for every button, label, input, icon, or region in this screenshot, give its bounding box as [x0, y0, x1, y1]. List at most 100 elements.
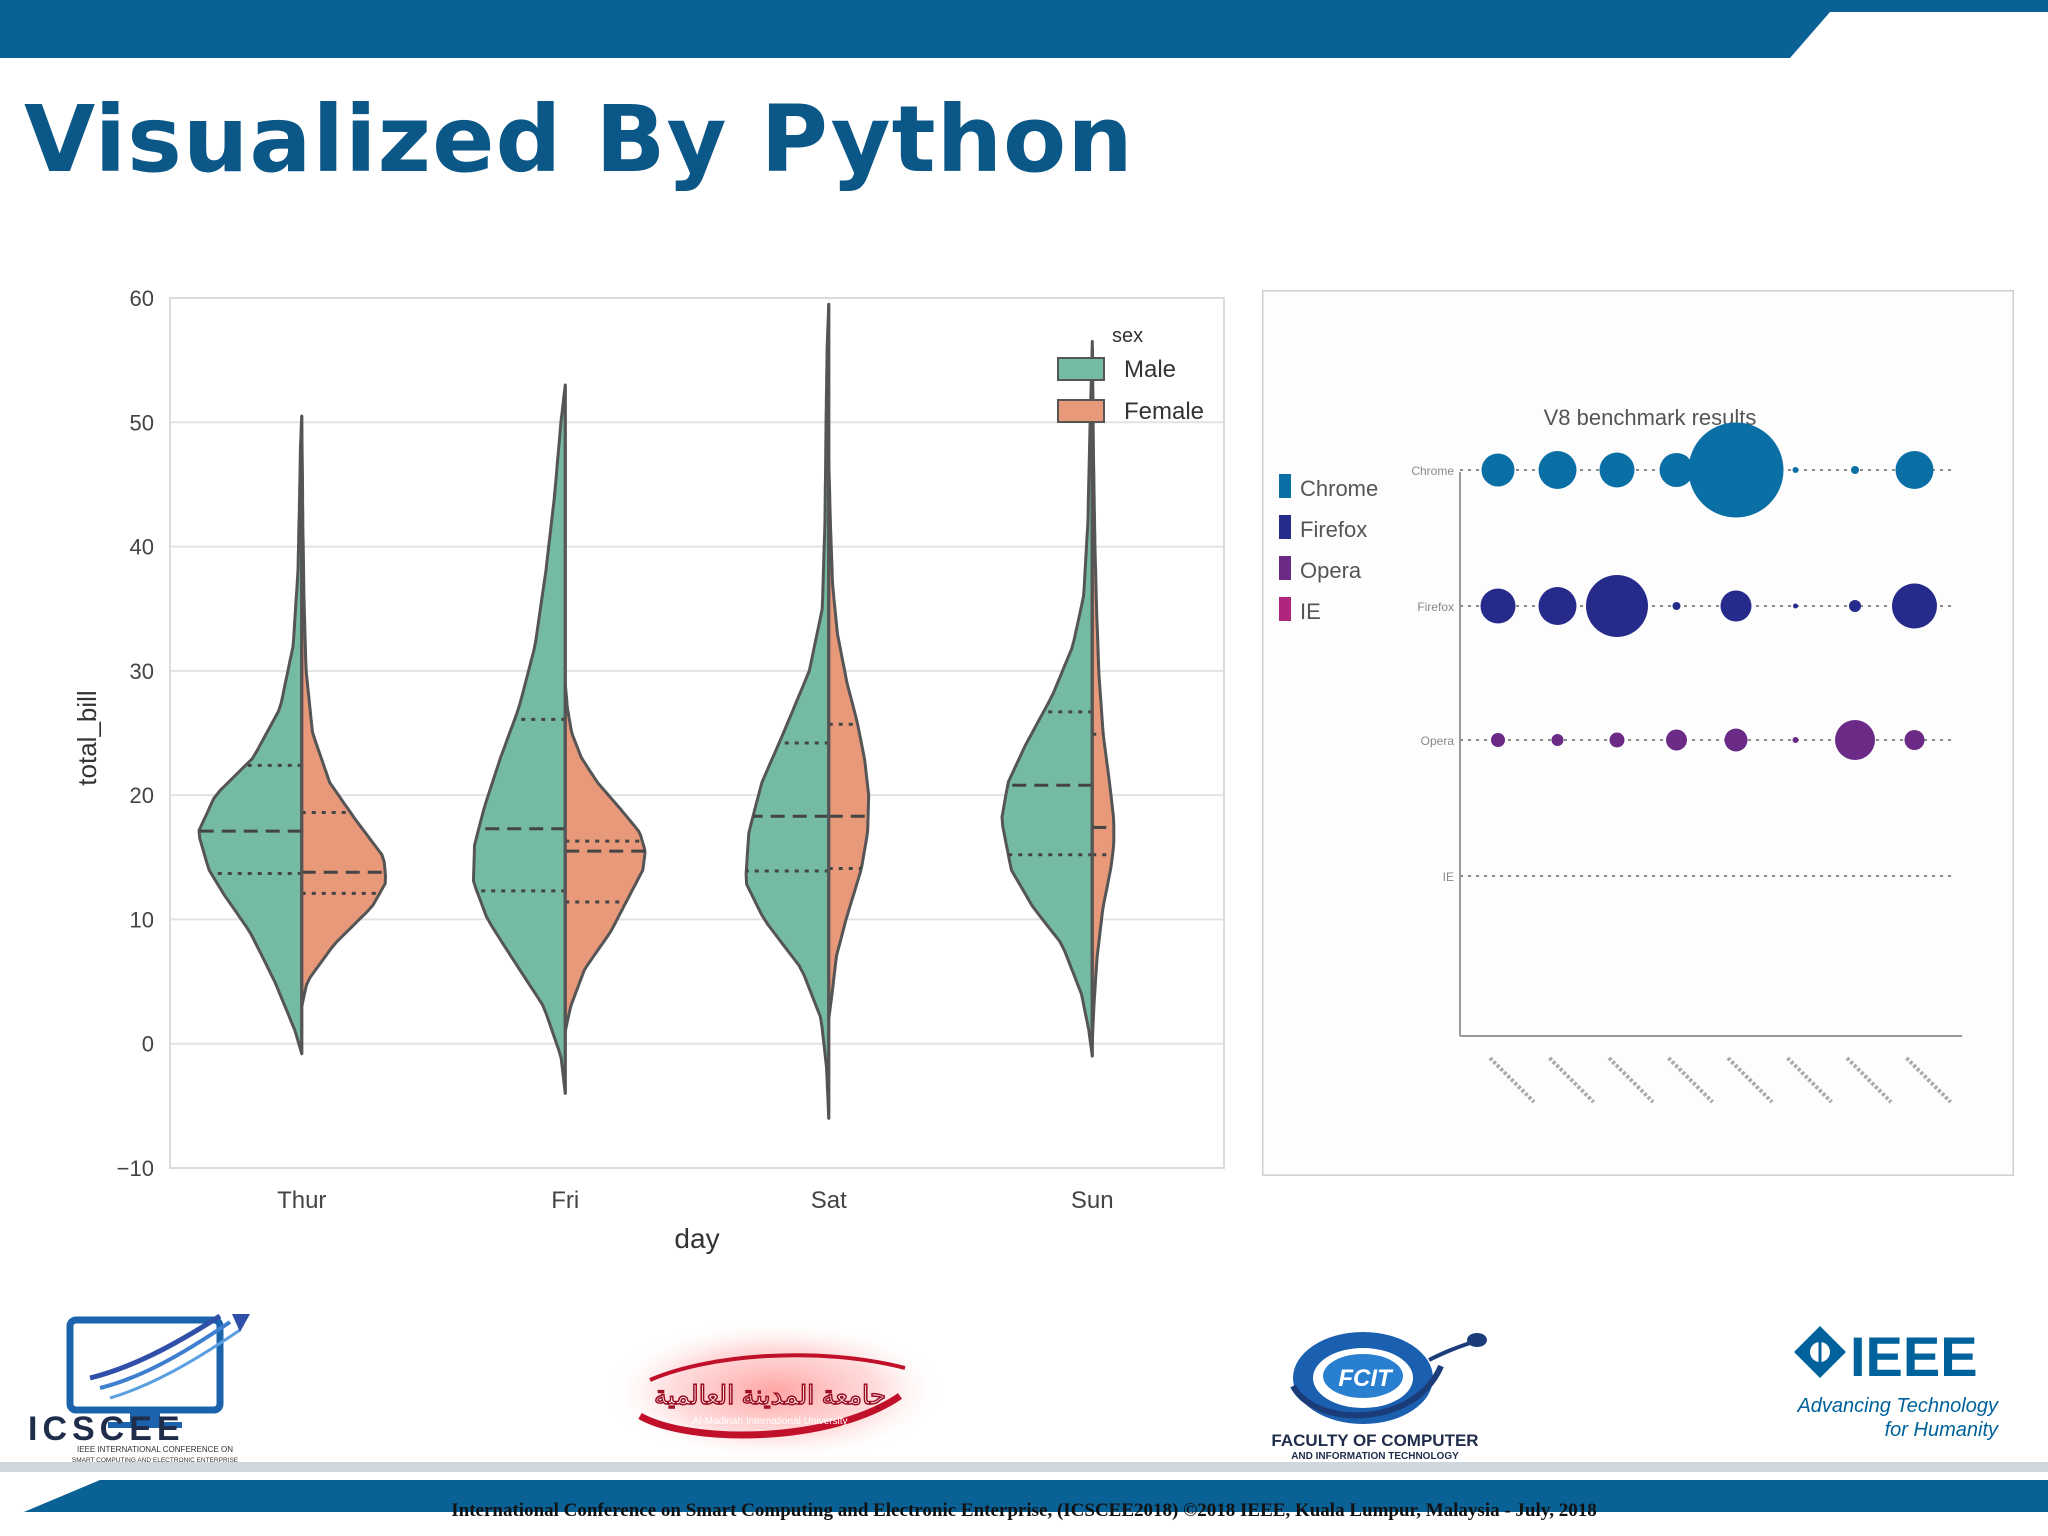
bubble-x-tick-mark	[1845, 1056, 1893, 1104]
bubble-x-tick-mark	[1905, 1056, 1952, 1104]
icscee-logo-subtitle-1: IEEE INTERNATIONAL CONFERENCE ON	[77, 1445, 233, 1454]
bubble-point	[1481, 453, 1515, 487]
fcit-line-1: FACULTY OF COMPUTER	[1271, 1431, 1478, 1450]
footer-banner	[0, 1462, 2048, 1536]
mouse-icon	[1467, 1333, 1487, 1347]
bubble-x-tick-mark	[1607, 1056, 1655, 1104]
violin-shapes	[197, 302, 1116, 1120]
violin-x-tick-label: Thur	[277, 1187, 326, 1214]
bubble-point	[1586, 575, 1648, 637]
violin-chart: 60 50 40 30 20 10 0 −10 Thur Fri Sat Sun total_bil…	[72, 286, 1225, 1254]
violin-half-female-sat	[827, 458, 871, 1021]
fcit-mark: FCIT	[1338, 1365, 1394, 1392]
bubble-point	[1672, 602, 1681, 610]
bubble-legend-swatch	[1279, 597, 1291, 621]
bubble-legend: Chrome Firefox Opera IE	[1279, 474, 1378, 624]
legend-label-male: Male	[1124, 356, 1176, 383]
violin-y-axis-label: total_bill	[72, 690, 102, 785]
bubble-point	[1609, 732, 1625, 748]
bubble-point	[1793, 603, 1798, 609]
bubble-x-tick-mark	[1726, 1056, 1774, 1104]
bubble-point	[1835, 720, 1875, 760]
bubble-point	[1724, 728, 1748, 752]
violin-y-tick-label: 10	[130, 907, 154, 932]
bubble-point	[1792, 467, 1799, 473]
bubble-chart-frame	[1262, 290, 2014, 1176]
ieee-tagline-1: Advancing Technology	[1796, 1395, 1999, 1417]
bubble-point	[1904, 730, 1925, 750]
bubble-x-tick-mark	[1488, 1056, 1536, 1104]
violin-legend: sex Male Female	[1057, 325, 1204, 425]
violin-plot-frame	[169, 297, 1225, 1169]
violin-half-female-fri	[563, 681, 647, 1033]
legend-swatch-female	[1057, 399, 1105, 423]
top-banner	[0, 0, 2048, 58]
icscee-logo-text: ICSCEE	[28, 1410, 185, 1448]
ieee-logo: IEEE Advancing Technology for Humanity	[1794, 1325, 1999, 1441]
bubble-rows: Chrome Firefox Opera IE	[1411, 422, 1952, 884]
university-swoosh	[638, 1393, 902, 1439]
legend-label-female: Female	[1124, 398, 1204, 425]
monitor-icon	[66, 1316, 224, 1414]
violin-y-tick-label: 30	[130, 659, 154, 684]
slide-title: Visualized By Python	[24, 86, 1134, 193]
bubble-point	[1599, 452, 1635, 488]
bubble-legend-swatch	[1279, 556, 1291, 580]
bubble-point	[1491, 733, 1505, 747]
ieee-wordmark: IEEE	[1850, 1325, 1978, 1388]
bubble-row-label: IE	[1443, 870, 1454, 884]
bubble-row-label: Firefox	[1417, 600, 1454, 614]
bubble-legend-label: Chrome	[1300, 476, 1378, 501]
bubble-point	[1659, 453, 1694, 487]
violin-y-ticks: 60 50 40 30 20 10 0 −10	[117, 286, 154, 1181]
bubble-x-tick-mark	[1548, 1056, 1595, 1104]
bubble-row-label: Chrome	[1411, 464, 1454, 478]
violin-x-tick-label: Fri	[551, 1187, 579, 1214]
bubble-point	[1851, 466, 1859, 474]
violin-y-tick-label: 60	[130, 286, 154, 311]
university-logo: جامعة المدينة العالمية Al-Madinah Intern…	[603, 1319, 947, 1463]
bubble-legend-label: IE	[1300, 599, 1321, 624]
legend-title: sex	[1112, 325, 1143, 347]
fcit-line-2: AND INFORMATION TECHNOLOGY	[1291, 1451, 1459, 1462]
bubble-point	[1792, 737, 1799, 743]
bubble-x-tick-mark	[1667, 1056, 1714, 1104]
arrow-icon	[232, 1314, 250, 1332]
violin-x-tick-label: Sun	[1071, 1187, 1114, 1214]
violin-y-tick-label: 0	[142, 1032, 154, 1057]
bubble-legend-label: Firefox	[1300, 517, 1367, 542]
violin-x-tick-label: Sat	[811, 1187, 847, 1214]
bubble-axes	[1459, 472, 1962, 1037]
bubble-point	[1895, 451, 1934, 489]
bubble-point	[1688, 422, 1784, 518]
violin-half-male-fri	[472, 383, 567, 1095]
violin-y-tick-label: 50	[130, 410, 154, 435]
top-banner-shape	[0, 0, 2048, 58]
violin-x-axis-label: day	[674, 1223, 719, 1254]
legend-swatch-male	[1057, 357, 1105, 381]
violin-half-male-sat	[744, 302, 831, 1120]
university-name-arabic: جامعة المدينة العالمية	[654, 1380, 886, 1410]
violin-x-ticks: Thur Fri Sat Sun	[277, 1187, 1114, 1214]
bubble-x-ticks	[1488, 1056, 1952, 1104]
icscee-logo: ICSCEE IEEE INTERNATIONAL CONFERENCE ON …	[28, 1313, 250, 1464]
violin-y-tick-label: −10	[117, 1156, 154, 1181]
university-name-english: Al-Madinah International University	[692, 1416, 847, 1427]
bubble-point	[1551, 734, 1564, 746]
bubble-row-label: Opera	[1421, 734, 1455, 748]
bubble-legend-label: Opera	[1300, 558, 1362, 583]
bubble-chart: V8 benchmark results ChromeFirefoxOperaI…	[1262, 290, 2014, 1176]
violin-half-female-sun	[1090, 340, 1116, 1046]
bubble-point	[1666, 729, 1687, 751]
footer-caption: International Conference on Smart Comput…	[451, 1500, 1597, 1521]
bubble-x-tick-mark	[1786, 1056, 1833, 1104]
bubble-legend-swatch	[1279, 515, 1291, 539]
violin-y-tick-label: 40	[130, 535, 154, 560]
bubble-point	[1720, 590, 1752, 622]
violin-half-male-thur	[197, 414, 304, 1056]
icscee-logo-subtitle-2: SMART COMPUTING AND ELECTRONIC ENTERPRIS…	[72, 1457, 239, 1464]
mouse-cable-icon	[1428, 1340, 1474, 1362]
bubble-point	[1538, 451, 1577, 489]
bubble-point	[1849, 600, 1861, 612]
violin-y-tick-label: 20	[130, 783, 154, 808]
